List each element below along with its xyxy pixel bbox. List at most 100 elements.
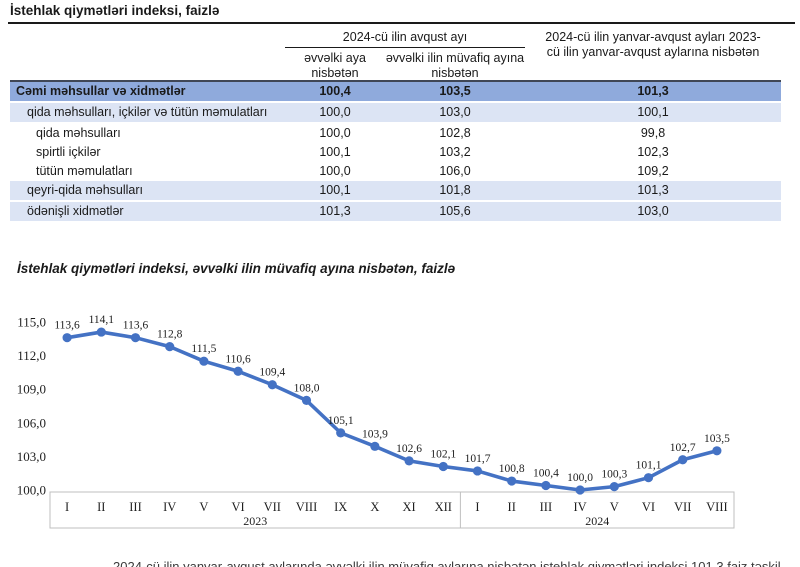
data-point-marker [712, 446, 722, 456]
row-value: 100,1 [637, 105, 669, 119]
table-header: 2024-cü ilin avqust ayı əvvəlki aya nisb… [10, 27, 781, 81]
data-point-label: 100,8 [499, 463, 525, 475]
row-value: 109,2 [637, 164, 669, 178]
data-point-label: 102,6 [396, 443, 422, 455]
data-point-label: 113,6 [123, 320, 149, 332]
data-point-marker [643, 473, 654, 483]
row-value: 102,3 [637, 145, 669, 159]
row-label: Cəmi məhsullar və xidmətlər [16, 84, 186, 98]
column-group-title: 2024-cü ilin avqust ayı [285, 27, 525, 48]
cpi-table: Cəmi məhsullar və xidmətlər 100,4 103,5 101… [10, 80, 781, 223]
data-point-marker [472, 466, 483, 476]
data-point-label: 102,7 [670, 442, 696, 454]
data-point-label: 103,9 [362, 428, 388, 440]
row-value: 100,1 [319, 145, 351, 159]
data-point-label: 103,5 [704, 433, 730, 445]
table-row: Cəmi məhsullar və xidmətlər 100,4 103,5 101… [10, 80, 781, 101]
x-axis-label: I [65, 500, 69, 514]
data-point-marker [267, 380, 277, 390]
x-axis-label: VI [231, 500, 244, 514]
row-value: 101,8 [439, 183, 471, 197]
data-point-marker [62, 333, 72, 343]
x-axis-label: III [540, 500, 553, 514]
x-axis-label: XI [402, 500, 415, 514]
column-group-august: 2024-cü ilin avqust ayı əvvəlki aya nisb… [285, 27, 525, 81]
data-point-marker [130, 333, 141, 343]
data-point-marker [336, 428, 346, 438]
page-title: İstehlak qiymətləri indeksi, faizlə [10, 3, 220, 18]
data-point-label: 108,0 [294, 382, 320, 394]
y-axis-label: 115,0 [17, 315, 46, 330]
row-value: 100,4 [319, 84, 351, 98]
row-label: ödənişli xidmətlər [27, 204, 124, 218]
table-row: spirtli içkilər 100,1 103,2 102,3 [10, 143, 781, 162]
data-point-label: 102,1 [430, 448, 456, 460]
row-value: 103,5 [439, 84, 471, 98]
y-axis-label: 112,0 [17, 348, 46, 363]
x-axis-label: XII [435, 500, 452, 514]
row-label: qida məhsulları, içkilər və tütün məmula… [27, 105, 268, 119]
row-value: 101,3 [319, 204, 351, 218]
data-point-label: 110,6 [225, 353, 251, 365]
row-value: 100,1 [319, 183, 351, 197]
data-point-marker [404, 456, 414, 466]
data-point-marker [96, 327, 106, 337]
row-value: 101,3 [637, 183, 669, 197]
row-value: 100,0 [319, 126, 351, 140]
data-point-label: 109,4 [259, 367, 285, 379]
title-divider [8, 22, 795, 24]
column-header-vs-prev-year-month: əvvəlki ilin müvafiq ayına nisbətən [385, 51, 525, 80]
data-point-marker [165, 342, 175, 352]
x-axis-label: IV [573, 500, 586, 514]
table-header-spacer [10, 27, 285, 81]
x-axis-label: IV [163, 500, 176, 514]
column-header-jan-aug: 2024-cü ilin yanvar-avqust ayları 2023-c… [545, 30, 761, 59]
data-point-marker [541, 480, 551, 491]
data-point-label: 100,4 [533, 468, 559, 480]
x-axis-label: II [97, 500, 105, 514]
row-value: 103,0 [637, 204, 669, 218]
row-label: spirtli içkilər [36, 145, 101, 159]
row-label: qida məhsulları [36, 126, 121, 140]
y-axis-label: 103,0 [17, 449, 46, 464]
cutoff-text-fragment: 2024-cü ilin yanvar-avqust aylarında əvv… [113, 559, 781, 567]
chart-title: İstehlak qiymətləri indeksi, əvvəlki ili… [17, 261, 456, 276]
x-axis-label: VI [642, 500, 655, 514]
table-row: qeyri-qida məhsulları 100,1 101,8 101,3 [10, 181, 781, 200]
table-row: qida məhsulları, içkilər və tütün məmula… [10, 103, 781, 122]
x-axis-label: V [610, 500, 619, 514]
x-axis-label: IX [334, 500, 347, 514]
data-point-label: 101,7 [465, 453, 491, 465]
column-header-vs-prev-month: əvvəlki aya nisbətən [304, 51, 366, 80]
table-row: tütün məmulatları 100,0 106,0 109,2 [10, 162, 781, 181]
row-value: 101,3 [637, 84, 669, 98]
row-value: 106,0 [439, 164, 471, 178]
data-point-label: 100,3 [601, 469, 627, 481]
data-point-marker [609, 482, 619, 492]
data-point-label: 111,5 [191, 343, 216, 355]
row-value: 102,8 [439, 126, 471, 140]
line-series [65, 330, 719, 492]
data-point-label: 101,1 [636, 460, 662, 472]
x-axis-label: II [508, 500, 516, 514]
row-value: 103,2 [439, 145, 471, 159]
x-axis-label: VIII [296, 500, 318, 514]
row-value: 105,6 [439, 204, 471, 218]
x-axis-label: VIII [706, 500, 728, 514]
x-axis-label: VII [674, 500, 691, 514]
x-axis-label: I [475, 500, 479, 514]
data-point-marker [370, 441, 380, 451]
data-point-marker [507, 476, 517, 486]
x-axis-label: III [129, 500, 142, 514]
data-point-label: 114,1 [89, 314, 115, 326]
data-point-label: 100,0 [567, 472, 593, 484]
x-axis-label: V [199, 500, 208, 514]
row-label: tütün məmulatları [36, 164, 133, 178]
row-label: qeyri-qida məhsulları [27, 183, 144, 197]
row-value: 100,0 [319, 164, 351, 178]
row-value: 99,8 [640, 126, 666, 140]
x-axis-label: X [370, 500, 379, 514]
data-point-marker [438, 461, 448, 472]
y-axis-label: 100,0 [17, 483, 46, 498]
